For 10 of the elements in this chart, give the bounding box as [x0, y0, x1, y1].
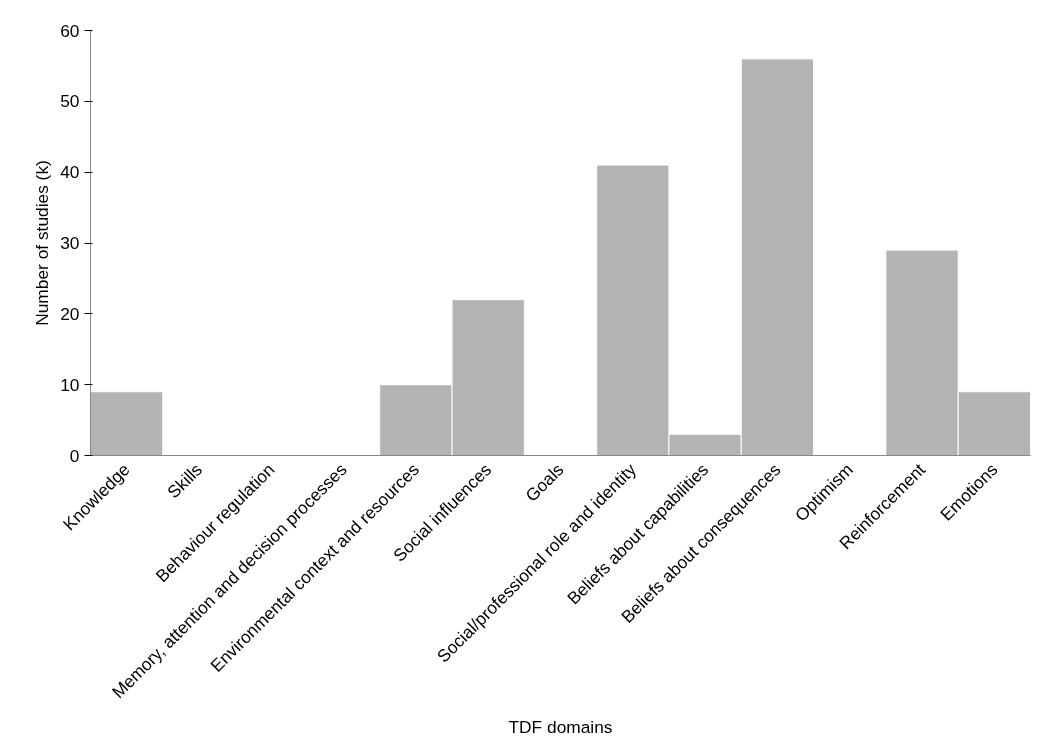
y-tick-label: 30	[60, 233, 80, 253]
y-tick-label: 60	[60, 20, 80, 41]
bar	[90, 391, 164, 456]
x-axis-title: TDF domains	[508, 717, 613, 738]
y-tick-label: 10	[60, 374, 80, 395]
y-tick-label: 50	[60, 91, 80, 112]
y-tick-label: 20	[60, 303, 80, 324]
y-tick-label: 0	[69, 445, 80, 466]
y-axis-title: Number of studies (k)	[32, 160, 53, 326]
y-tick-label: 40	[60, 162, 80, 183]
